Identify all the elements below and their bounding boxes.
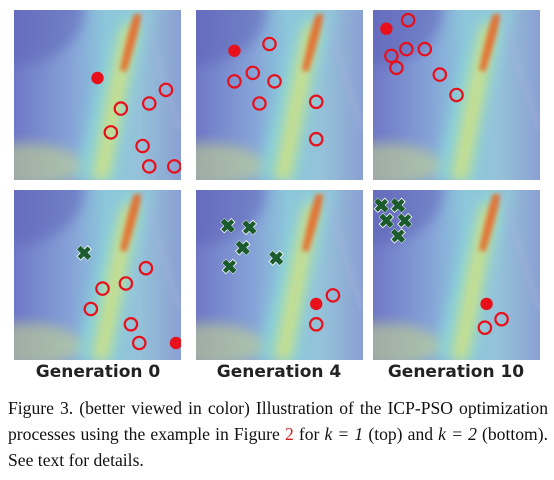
cross-marker <box>268 250 284 266</box>
particle-marker <box>432 67 448 82</box>
particle-marker <box>135 138 150 154</box>
best-particle-marker <box>310 297 323 311</box>
best-particle-marker <box>228 44 241 57</box>
particle-marker <box>308 317 324 332</box>
particle-marker <box>399 41 414 57</box>
heatmap-bottom-gen0 <box>14 190 181 360</box>
cross-marker <box>390 228 406 244</box>
particle-marker <box>83 301 99 317</box>
panel-top-gen10 <box>373 10 540 180</box>
caption-text-end: (bottom). See text for details. <box>8 424 548 470</box>
particle-marker <box>494 311 509 327</box>
particle-marker <box>138 260 154 276</box>
particle-marker <box>158 82 174 98</box>
particle-marker <box>227 74 242 89</box>
caption-text-for: for <box>293 424 325 444</box>
cross-marker <box>373 197 390 214</box>
panel-top-gen4 <box>196 10 363 180</box>
particle-marker <box>113 101 129 116</box>
particle-marker <box>477 320 493 335</box>
cross-marker <box>235 240 251 256</box>
caption-figure-ref[interactable]: 2 <box>284 424 294 444</box>
heatmap-top-gen4 <box>196 10 363 180</box>
figure-caption: Figure 3. (better viewed in color) Illus… <box>8 395 548 473</box>
column-label-generation-0: Generation 0 <box>35 362 161 382</box>
heatmap-bottom-gen10 <box>373 190 540 360</box>
particle-marker <box>384 48 399 64</box>
panel-bottom-gen4 <box>196 190 363 360</box>
particle-marker <box>118 276 134 291</box>
particle-marker <box>103 125 119 140</box>
particle-marker <box>123 317 139 332</box>
particle-marker <box>389 60 404 76</box>
particle-marker <box>308 131 324 147</box>
particle-marker <box>95 281 110 296</box>
caption-math-k2: k = 2 <box>438 424 477 444</box>
heatmap-top-gen0 <box>14 10 181 180</box>
heatmap-bottom-gen4 <box>196 190 363 360</box>
best-particle-marker <box>169 336 181 350</box>
panel-bottom-gen10 <box>373 190 540 360</box>
cross-marker <box>76 245 92 261</box>
panel-top-gen0 <box>14 10 181 180</box>
cross-marker <box>378 212 395 229</box>
particle-marker <box>400 12 416 28</box>
caption-math-k1: k = 1 <box>324 424 364 444</box>
cross-marker <box>397 212 413 229</box>
cross-marker <box>241 219 258 236</box>
particle-marker <box>325 288 341 303</box>
particle-marker <box>141 159 157 174</box>
particle-marker <box>449 87 464 103</box>
column-label-generation-10: Generation 10 <box>387 362 525 382</box>
particle-marker <box>308 94 324 110</box>
column-label-generation-4: Generation 4 <box>216 362 342 382</box>
best-particle-marker <box>380 22 393 35</box>
particle-marker <box>417 41 433 57</box>
particle-marker <box>167 159 181 174</box>
particle-marker <box>267 74 282 89</box>
cross-marker <box>221 258 238 275</box>
particle-marker <box>141 96 157 111</box>
particle-marker <box>245 65 261 81</box>
particle-marker <box>262 36 277 52</box>
caption-text-top: (top) and <box>363 424 439 444</box>
particle-marker <box>252 96 267 111</box>
panel-bottom-gen0 <box>14 190 181 360</box>
best-particle-marker <box>480 297 493 311</box>
cross-marker <box>220 217 236 234</box>
cross-marker <box>390 197 406 214</box>
best-particle-marker <box>91 71 104 85</box>
particle-marker <box>131 335 147 351</box>
caption-text-start: Figure 3. (better viewed in color) Illus… <box>8 398 548 444</box>
heatmap-top-gen10 <box>373 10 540 180</box>
